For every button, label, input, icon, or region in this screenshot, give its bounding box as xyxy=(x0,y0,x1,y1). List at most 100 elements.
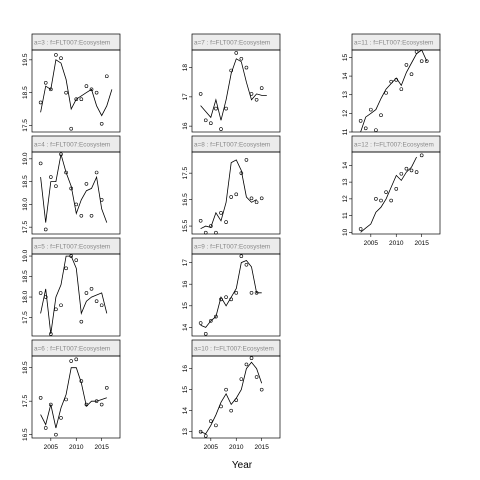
data-point-a=5 xyxy=(49,332,53,336)
data-point-a=10 xyxy=(219,404,223,409)
data-point-a=12 xyxy=(379,198,383,203)
data-point-a=3 xyxy=(84,84,89,88)
data-point-a=7 xyxy=(219,127,223,131)
fit-line-a=11 xyxy=(360,49,428,133)
x-axis-label: Year xyxy=(231,460,253,471)
y-tick-label-a=11: 11 xyxy=(342,128,349,135)
y-tick-label-a=11: 14 xyxy=(342,72,349,80)
data-point-a=4 xyxy=(99,198,104,202)
data-point-a=11 xyxy=(419,59,424,63)
x-tick-label-a=6: 2010 xyxy=(69,444,84,451)
data-point-a=4 xyxy=(89,213,94,218)
data-point-a=11 xyxy=(379,113,383,118)
data-point-a=3 xyxy=(69,126,73,131)
data-point-a=10 xyxy=(244,362,249,367)
y-tick-label-a=10: 16 xyxy=(182,365,189,373)
data-point-a=12 xyxy=(389,198,393,203)
data-point-a=3 xyxy=(104,74,109,79)
fit-line-a=10 xyxy=(200,361,263,435)
strip-label-a=4: a=4 : f=FLT007:Ecosystem xyxy=(34,142,110,149)
data-point-a=10 xyxy=(234,398,239,402)
fit-line-a=7 xyxy=(200,58,267,121)
data-point-a=4 xyxy=(74,202,79,207)
strip-label-a=6: a=6 : f=FLT007:Ecosystem xyxy=(34,346,110,353)
fit-line-a=9 xyxy=(200,260,262,328)
strip-label-a=12: a=12 : f=FLT007:Ecosystem xyxy=(354,142,434,149)
data-point-a=3 xyxy=(54,53,58,57)
data-point-a=8 xyxy=(229,195,233,199)
y-tick-label-a=3: 19.5 xyxy=(22,53,29,66)
y-tick-label-a=8: 15.5 xyxy=(182,219,189,232)
y-tick-label-a=6: 18.5 xyxy=(22,361,29,374)
data-point-a=8 xyxy=(234,192,239,197)
y-tick-label-a=3: 18.5 xyxy=(22,86,29,99)
data-point-a=5 xyxy=(54,307,58,312)
panel-frame-a=3 xyxy=(31,49,121,133)
data-point-a=4 xyxy=(64,170,68,175)
data-point-a=11 xyxy=(404,63,409,67)
y-tick-label-a=10: 15 xyxy=(182,386,189,394)
data-point-a=9 xyxy=(234,291,239,295)
data-point-a=11 xyxy=(399,87,404,91)
y-tick-label-a=4: 18.5 xyxy=(22,175,29,188)
data-point-a=12 xyxy=(384,190,388,194)
y-tick-label-a=11: 13 xyxy=(342,91,349,99)
data-point-a=8 xyxy=(249,196,254,201)
panel-frame-a=9 xyxy=(191,253,281,337)
data-point-a=6 xyxy=(84,402,89,407)
x-tick-label-a=10: 2015 xyxy=(254,444,269,451)
data-point-a=9 xyxy=(219,297,223,302)
data-point-a=6 xyxy=(74,357,79,362)
data-point-a=10 xyxy=(249,356,254,360)
data-point-a=9 xyxy=(249,291,254,295)
panel-frame-a=7 xyxy=(191,49,281,133)
data-point-a=5 xyxy=(74,258,79,262)
data-point-a=5 xyxy=(84,291,89,295)
strip-label-a=10: a=10 : f=FLT007:Ecosystem xyxy=(194,346,274,353)
data-point-a=12 xyxy=(358,227,363,231)
y-tick-label-a=5: 18.0 xyxy=(22,290,29,303)
x-tick-label-a=10: 2005 xyxy=(204,444,219,451)
y-tick-label-a=8: 17.5 xyxy=(182,166,189,179)
fit-line-a=4 xyxy=(40,154,108,223)
data-point-a=8 xyxy=(224,220,228,224)
data-point-a=6 xyxy=(69,359,73,363)
data-point-a=5 xyxy=(38,291,43,295)
data-point-a=10 xyxy=(209,419,213,423)
data-point-a=12 xyxy=(399,171,404,176)
data-point-a=11 xyxy=(363,126,368,131)
data-point-a=8 xyxy=(214,230,218,235)
data-point-a=8 xyxy=(254,200,259,205)
y-tick-label-a=12: 13 xyxy=(342,178,349,186)
data-point-a=5 xyxy=(43,295,48,299)
strip-label-a=3: a=3 : f=FLT007:Ecosystem xyxy=(34,40,110,47)
data-point-a=5 xyxy=(79,319,84,324)
data-point-a=12 xyxy=(414,170,419,174)
x-tick-label-a=6: 2015 xyxy=(94,444,109,451)
data-point-a=11 xyxy=(384,91,388,95)
data-point-a=11 xyxy=(414,50,419,54)
strip-label-a=7: a=7 : f=FLT007:Ecosystem xyxy=(194,40,270,47)
panel-frame-a=4 xyxy=(31,151,121,235)
data-point-a=9 xyxy=(209,319,213,323)
data-point-a=3 xyxy=(49,87,53,92)
y-tick-label-a=12: 12 xyxy=(342,195,349,203)
data-point-a=9 xyxy=(203,332,208,336)
data-point-a=12 xyxy=(409,168,414,173)
data-point-a=12 xyxy=(374,197,378,201)
data-point-a=11 xyxy=(374,128,378,132)
data-point-a=9 xyxy=(224,295,228,299)
y-tick-label-a=11: 12 xyxy=(342,109,349,117)
data-point-a=7 xyxy=(214,106,218,111)
data-point-a=10 xyxy=(254,375,259,379)
y-tick-label-a=7: 18 xyxy=(182,64,189,72)
panel-frame-a=5 xyxy=(31,253,121,337)
y-tick-label-a=9: 16 xyxy=(182,280,189,288)
x-tick-label-a=12: 2005 xyxy=(364,240,379,247)
data-point-a=7 xyxy=(239,56,244,61)
data-point-a=5 xyxy=(99,303,104,308)
data-point-a=7 xyxy=(224,106,228,111)
y-tick-label-a=4: 18.0 xyxy=(22,198,29,211)
y-tick-label-a=4: 17.5 xyxy=(22,220,29,233)
